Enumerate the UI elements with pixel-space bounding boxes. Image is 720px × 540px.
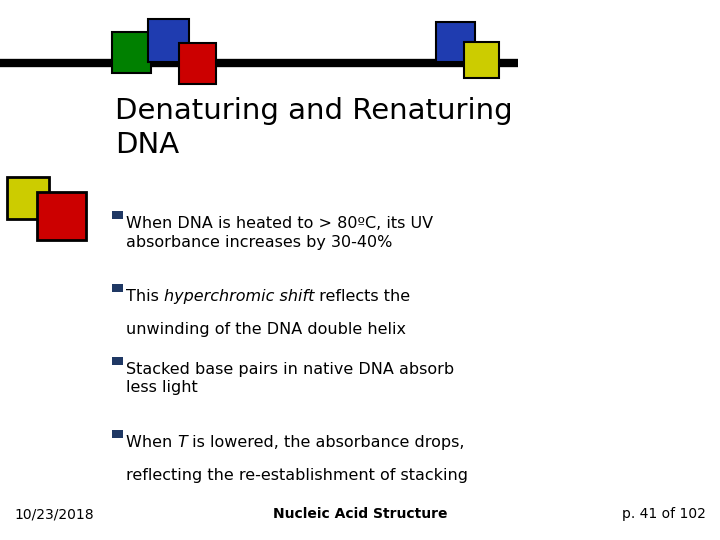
Bar xyxy=(112,356,123,365)
Bar xyxy=(112,429,123,438)
Bar xyxy=(179,43,216,84)
Bar xyxy=(37,192,86,240)
Text: p. 41 of 102: p. 41 of 102 xyxy=(622,507,706,521)
Text: When: When xyxy=(126,435,177,450)
Text: reflecting the re-establishment of stacking: reflecting the re-establishment of stack… xyxy=(126,468,468,483)
Text: reflects the: reflects the xyxy=(315,289,410,304)
Text: unwinding of the DNA double helix: unwinding of the DNA double helix xyxy=(126,322,406,338)
Text: 10/23/2018: 10/23/2018 xyxy=(14,507,94,521)
Text: T: T xyxy=(177,435,187,450)
Bar xyxy=(148,19,189,62)
Text: Nucleic Acid Structure: Nucleic Acid Structure xyxy=(273,507,447,521)
Text: This: This xyxy=(126,289,164,304)
Bar xyxy=(112,211,123,219)
Text: is lowered, the absorbance drops,: is lowered, the absorbance drops, xyxy=(187,435,464,450)
Text: Denaturing and Renaturing
DNA: Denaturing and Renaturing DNA xyxy=(115,97,513,159)
Text: When DNA is heated to > 80ºC, its UV
absorbance increases by 30-40%: When DNA is heated to > 80ºC, its UV abs… xyxy=(126,216,433,249)
Text: hyperchromic shift: hyperchromic shift xyxy=(164,289,315,304)
Bar xyxy=(7,177,49,219)
Bar xyxy=(112,32,151,73)
Text: Stacked base pairs in native DNA absorb
less light: Stacked base pairs in native DNA absorb … xyxy=(126,362,454,395)
Bar xyxy=(112,284,123,292)
Bar xyxy=(464,42,499,78)
Bar xyxy=(436,22,475,62)
